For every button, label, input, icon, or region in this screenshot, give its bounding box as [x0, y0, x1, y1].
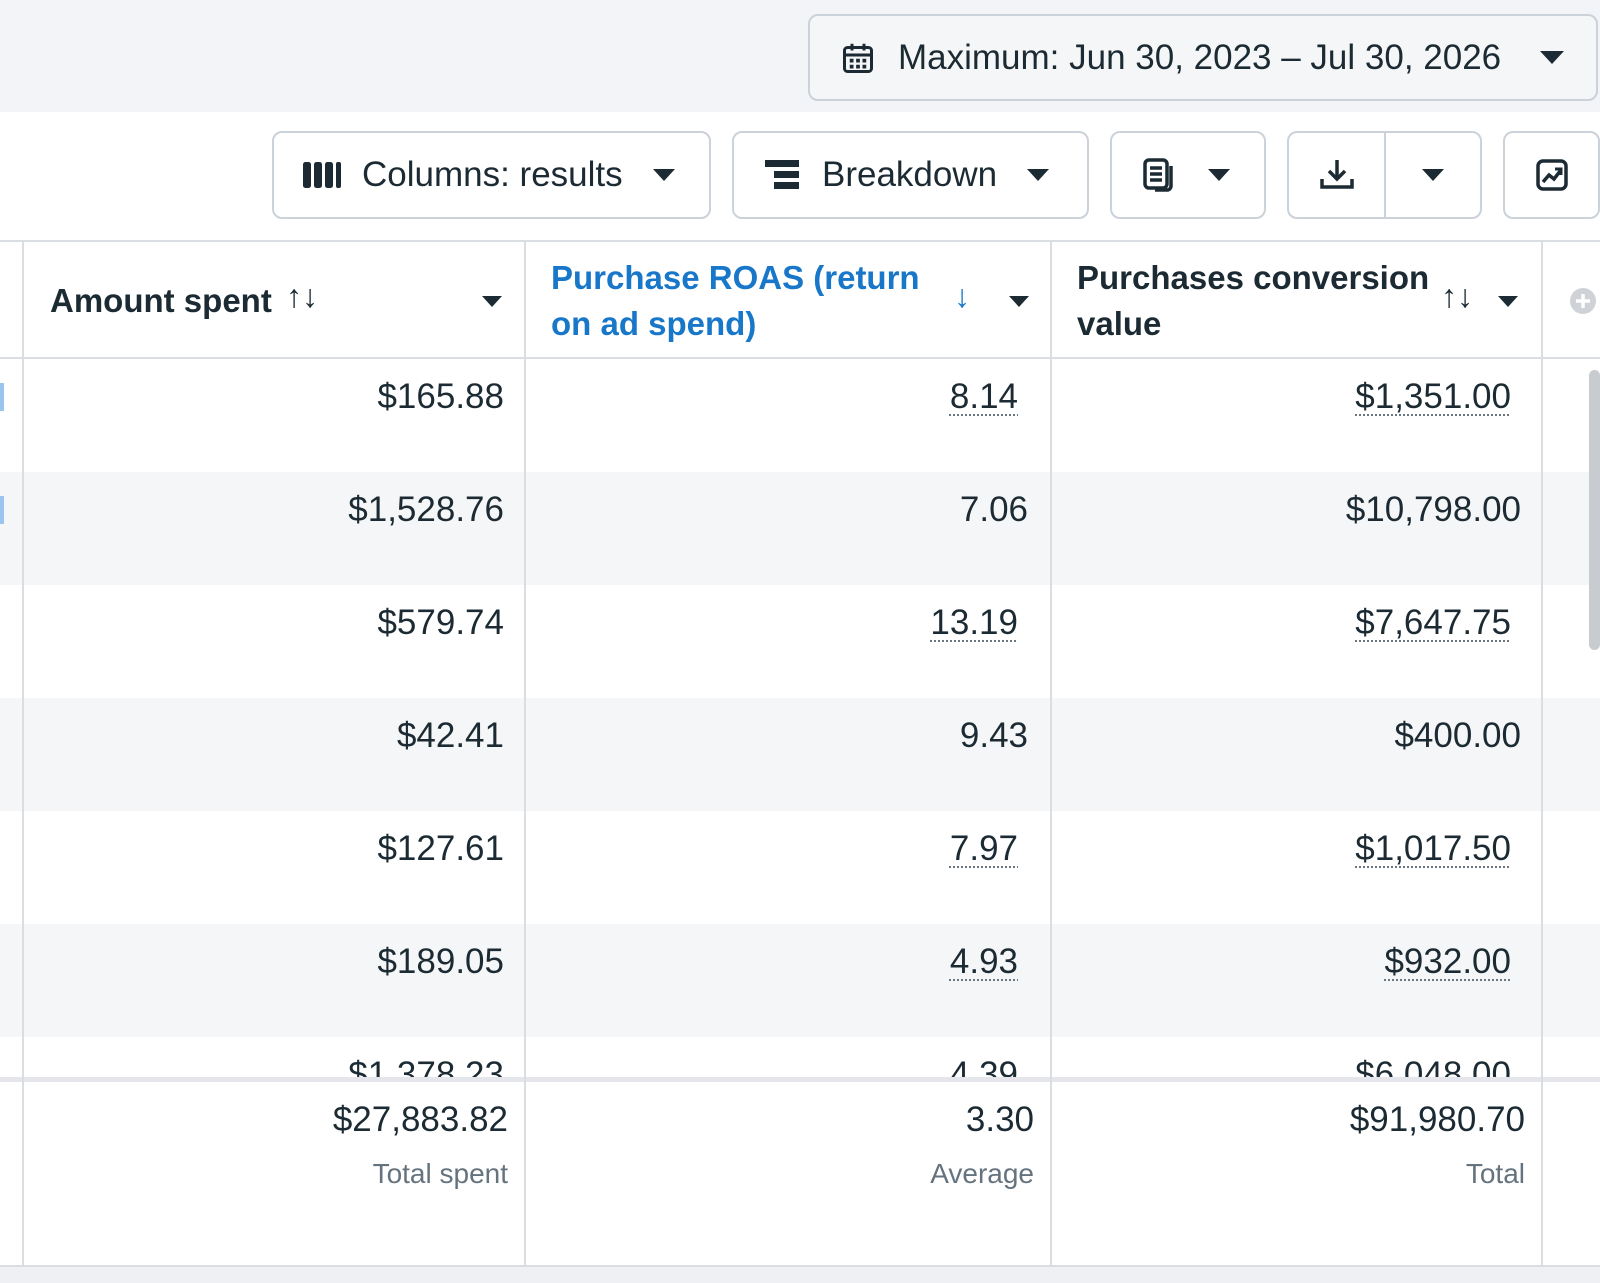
chevron-down-icon	[652, 169, 675, 181]
chevron-down-icon[interactable]	[482, 296, 502, 307]
horizontal-scrollbar-track[interactable]	[0, 1265, 1600, 1283]
amount-spent-cell: $1,528.76	[348, 490, 504, 529]
row-selection-marker	[0, 383, 4, 411]
reports-icon	[1143, 158, 1173, 192]
row-selection-marker	[0, 496, 4, 524]
sort-icon[interactable]: ↑↓	[286, 278, 318, 314]
total-amount-spent: $27,883.82	[332, 1100, 508, 1139]
column-header-purchases-conversion-value[interactable]: Purchases conversion value ↑↓	[1052, 242, 1542, 359]
conversion-value-cell[interactable]: $6,048.00	[1355, 1055, 1511, 1077]
column-header-label: Amount spent	[50, 281, 272, 319]
chevron-down-icon	[1540, 51, 1564, 64]
results-table: Amount spent ↑↓ Purchase ROAS (return on…	[0, 240, 1600, 1265]
sort-descending-icon[interactable]: ↓	[954, 278, 970, 314]
table-row[interactable]: $1,378.23 4.39 $6,048.00	[0, 1037, 1600, 1077]
column-header-label: Purchases conversion value	[1077, 258, 1430, 342]
chevron-down-icon	[1208, 169, 1230, 181]
chart-icon	[1535, 159, 1568, 191]
total-conversion-value-label: Total	[1465, 1158, 1525, 1189]
chevron-down-icon	[1027, 169, 1050, 181]
calendar-icon	[843, 43, 873, 73]
column-divider[interactable]	[1050, 240, 1052, 1265]
date-range-button[interactable]: Maximum: Jun 30, 2023 – Jul 30, 2026	[808, 14, 1598, 101]
columns-button[interactable]: Columns: results	[272, 131, 711, 219]
table-row[interactable]: $127.61 7.97 $1,017.50	[0, 811, 1600, 924]
conversion-value-cell[interactable]: $932.00	[1384, 942, 1511, 981]
column-header-label: Purchase ROAS (return on ad spend)	[551, 258, 920, 342]
total-amount-spent-label: Total spent	[372, 1158, 508, 1189]
total-conversion-value: $91,980.70	[1349, 1100, 1525, 1139]
table-row[interactable]: $42.41 9.43 $400.00	[0, 698, 1600, 811]
column-divider	[22, 240, 24, 1265]
columns-label: Columns: results	[362, 155, 623, 194]
amount-spent-cell: $579.74	[377, 603, 504, 642]
roas-cell: 4.39	[949, 1055, 1018, 1077]
chart-button[interactable]	[1503, 131, 1600, 219]
chevron-down-icon	[1422, 169, 1444, 181]
roas-cell: 7.06	[959, 490, 1028, 529]
conversion-value-cell[interactable]: $7,647.75	[1355, 603, 1511, 642]
conversion-value-cell[interactable]: $1,351.00	[1355, 377, 1511, 416]
amount-spent-cell: $165.88	[377, 377, 504, 416]
table-row[interactable]: $189.05 4.93 $932.00	[0, 924, 1600, 1037]
amount-spent-cell: $1,378.23	[348, 1055, 504, 1077]
average-roas: 3.30	[965, 1100, 1034, 1139]
download-icon	[1319, 160, 1354, 189]
vertical-scrollbar[interactable]	[1589, 370, 1600, 650]
export-menu-button[interactable]	[1386, 133, 1480, 217]
reports-button[interactable]	[1110, 131, 1266, 219]
roas-cell[interactable]: 8.14	[949, 377, 1018, 416]
table-header: Amount spent ↑↓ Purchase ROAS (return on…	[0, 240, 1600, 359]
column-header-purchase-roas[interactable]: Purchase ROAS (return on ad spend) ↓	[526, 242, 1050, 359]
roas-cell[interactable]: 7.97	[949, 829, 1018, 868]
amount-spent-cell: $42.41	[396, 716, 504, 755]
conversion-value-cell[interactable]: $1,017.50	[1355, 829, 1511, 868]
amount-spent-cell: $189.05	[377, 942, 504, 981]
conversion-value-cell: $400.00	[1394, 716, 1521, 755]
date-bar: Maximum: Jun 30, 2023 – Jul 30, 2026	[0, 0, 1600, 112]
table-row[interactable]: $579.74 13.19 $7,647.75	[0, 585, 1600, 698]
add-column-icon[interactable]	[1568, 286, 1598, 316]
sort-icon[interactable]: ↑↓	[1441, 278, 1473, 314]
column-divider[interactable]	[524, 240, 526, 1265]
table-totals-row: $27,883.82 Total spent 3.30 Average $91,…	[0, 1077, 1600, 1265]
breakdown-button[interactable]: Breakdown	[732, 131, 1089, 219]
table-row[interactable]: $1,528.76 7.06 $10,798.00	[0, 472, 1600, 585]
column-header-amount-spent[interactable]: Amount spent ↑↓	[24, 242, 524, 359]
roas-cell: 9.43	[959, 716, 1028, 755]
table-body: $165.88 8.14 $1,351.00 $1,528.76 7.06 $1…	[0, 359, 1600, 1077]
average-roas-label: Average	[930, 1158, 1034, 1189]
amount-spent-cell: $127.61	[377, 829, 504, 868]
breakdown-icon	[765, 160, 799, 189]
table-row[interactable]: $165.88 8.14 $1,351.00	[0, 359, 1600, 472]
columns-icon	[303, 162, 341, 188]
chevron-down-icon[interactable]	[1009, 296, 1029, 307]
breakdown-label: Breakdown	[822, 155, 998, 194]
roas-cell[interactable]: 13.19	[930, 603, 1018, 642]
roas-cell[interactable]: 4.93	[949, 942, 1018, 981]
conversion-value-cell: $10,798.00	[1345, 490, 1521, 529]
column-divider[interactable]	[1541, 240, 1543, 1265]
chevron-down-icon[interactable]	[1498, 296, 1518, 307]
export-button[interactable]	[1287, 131, 1482, 219]
export-action[interactable]	[1289, 133, 1386, 217]
date-range-label: Maximum: Jun 30, 2023 – Jul 30, 2026	[898, 37, 1502, 77]
